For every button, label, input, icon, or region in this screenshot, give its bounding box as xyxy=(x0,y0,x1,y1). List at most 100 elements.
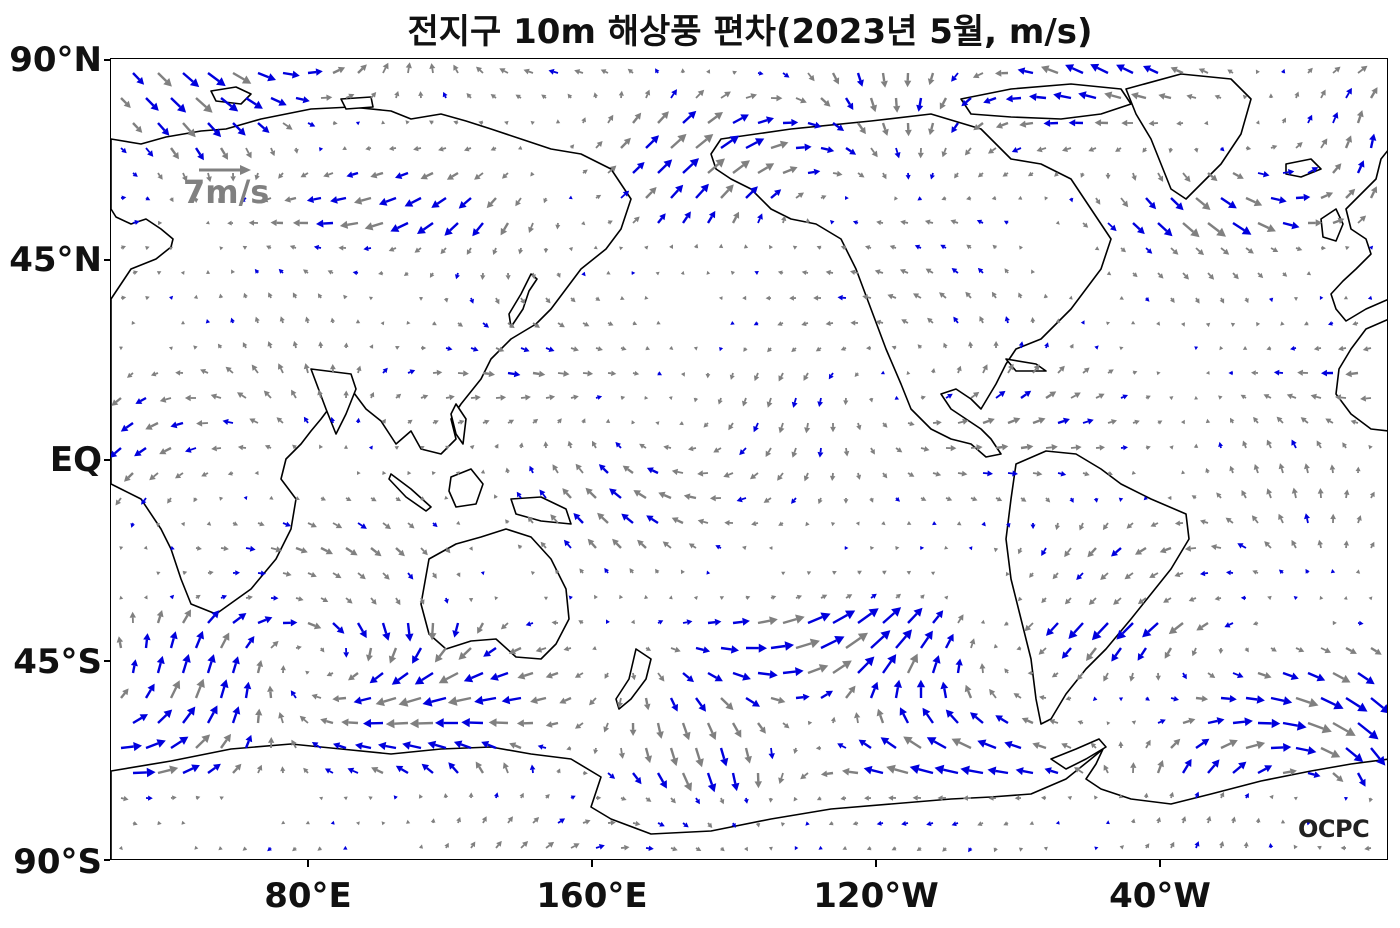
wind-vector-head xyxy=(1100,573,1107,580)
wind-vector-head xyxy=(1330,820,1335,825)
reference-vector xyxy=(199,165,251,175)
wind-vector-shaft xyxy=(956,664,961,674)
wind-vector-shaft xyxy=(1244,444,1247,449)
wind-vector-head xyxy=(1336,775,1344,782)
wind-vector-head xyxy=(528,226,534,233)
wind-vector-shaft xyxy=(257,522,261,525)
wind-vector-head xyxy=(650,135,659,144)
wind-vector-head xyxy=(763,497,770,503)
wind-vector-head xyxy=(594,594,598,600)
wind-vector-shaft xyxy=(957,369,960,374)
wind-vector-shaft xyxy=(1332,167,1339,174)
wind-vector-head xyxy=(326,94,333,101)
wind-vector-head xyxy=(374,549,382,557)
wind-vector-head xyxy=(276,417,283,423)
wind-vector-shaft xyxy=(1293,544,1297,549)
wind-vector-shaft xyxy=(1066,745,1072,749)
wind-vector-head xyxy=(267,846,272,852)
wind-vector-head xyxy=(1012,470,1018,477)
wind-vector-shaft xyxy=(1195,696,1203,700)
wind-vector-head xyxy=(1310,393,1317,400)
wind-vector-shaft xyxy=(420,547,425,552)
wind-vector-head xyxy=(724,91,731,98)
wind-vector-shaft xyxy=(1182,820,1185,824)
wind-vector-shaft xyxy=(157,72,168,82)
wind-vector-head xyxy=(715,545,721,550)
wind-vector-head xyxy=(396,496,402,502)
wind-vector-head xyxy=(1149,572,1156,578)
wind-vector-head xyxy=(1065,64,1075,73)
wind-vector-head xyxy=(937,795,943,801)
wind-vector-head xyxy=(1003,821,1009,826)
wind-vector-head xyxy=(837,743,844,749)
wind-vector-head xyxy=(402,741,411,750)
wind-vector-head xyxy=(696,846,702,851)
wind-vector-shaft xyxy=(879,714,885,724)
wind-vector-head xyxy=(1209,672,1216,678)
wind-vector-head xyxy=(1271,718,1281,729)
wind-vector-shaft xyxy=(607,118,612,124)
wind-vector-head xyxy=(1201,695,1209,702)
wind-vector-shaft xyxy=(232,522,235,525)
wind-vector-shaft xyxy=(509,696,522,702)
wind-vector-head xyxy=(1197,249,1204,256)
wind-vector-head xyxy=(285,571,292,577)
wind-vector-shaft xyxy=(606,571,609,574)
wind-vector-shaft xyxy=(832,172,838,175)
wind-vector-head xyxy=(887,654,897,664)
wind-vector-shaft xyxy=(1154,522,1159,526)
wind-vector-head xyxy=(677,133,687,143)
wind-vector-shaft xyxy=(1356,772,1364,782)
wind-vector-head xyxy=(1216,227,1226,237)
wind-vector-head xyxy=(1214,94,1220,100)
wind-vector-head xyxy=(758,643,767,653)
wind-vector-head xyxy=(828,821,834,826)
wind-vector-shaft xyxy=(657,163,668,174)
wind-vector-head xyxy=(1340,845,1345,851)
wind-vector-shaft xyxy=(532,421,536,424)
wind-vector-shaft xyxy=(557,820,562,824)
wind-vector-head xyxy=(619,246,624,251)
wind-vector-head xyxy=(693,595,698,600)
wind-vector-head xyxy=(1210,544,1217,551)
wind-vector-shaft xyxy=(795,696,804,700)
wind-vector-shaft xyxy=(1097,622,1109,635)
wind-vector-head xyxy=(1068,629,1078,639)
wind-vector-shaft xyxy=(195,739,206,749)
wind-vector-head xyxy=(784,641,794,651)
wind-vector-shaft xyxy=(745,190,754,199)
wind-vector-head xyxy=(1237,672,1244,679)
wind-vector-shaft xyxy=(807,615,823,625)
wind-vector-head xyxy=(947,496,953,502)
wind-vector-head xyxy=(172,795,177,801)
wind-vector-head xyxy=(809,638,820,649)
wind-vector-head xyxy=(1003,621,1009,626)
wind-vector-shaft xyxy=(420,597,423,601)
wind-vector-head xyxy=(895,593,901,599)
wind-vector-head xyxy=(1099,444,1105,451)
wind-vector-shaft xyxy=(1022,769,1034,775)
wind-vector-shaft xyxy=(582,322,586,325)
wind-vector-head xyxy=(143,633,151,641)
wind-vector-shaft xyxy=(348,721,359,725)
wind-vector-head xyxy=(354,196,363,205)
wind-vector-head xyxy=(292,444,297,450)
wind-vector-shaft xyxy=(305,770,309,774)
wind-vector-head xyxy=(513,370,521,378)
wind-vector-shaft xyxy=(1038,744,1047,750)
wind-vector-shaft xyxy=(732,116,743,125)
wind-vector-head xyxy=(1086,653,1094,661)
wind-vector-head xyxy=(1119,296,1124,300)
lon-tick xyxy=(307,860,309,867)
wind-vector-head xyxy=(209,705,218,715)
wind-vector-shaft xyxy=(895,596,898,599)
wind-vector-shaft xyxy=(944,847,947,850)
wind-vector-shaft xyxy=(745,696,755,705)
wind-vector-head xyxy=(1304,463,1310,470)
wind-vector-head xyxy=(953,316,959,323)
wind-vector-shaft xyxy=(753,472,759,477)
wind-vector-shaft xyxy=(595,297,598,300)
wind-vector-head xyxy=(339,220,349,229)
wind-vector-shaft xyxy=(717,447,722,451)
wind-vector-head xyxy=(227,220,232,226)
